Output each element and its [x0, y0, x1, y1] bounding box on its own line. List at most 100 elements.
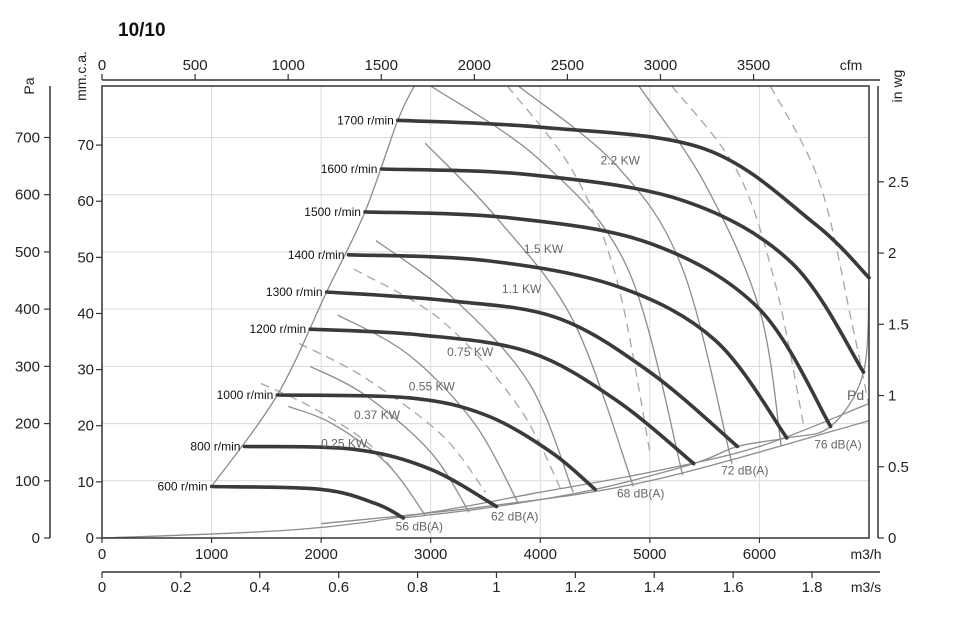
m3s-tick-label: 0.6	[328, 579, 349, 596]
mmca-tick-label: 70	[77, 137, 94, 154]
m3h-tick-label: 1000	[195, 546, 228, 563]
speed-label: 1600 r/min	[321, 162, 378, 176]
cfm-unit: cfm	[840, 57, 863, 73]
speed-curve	[209, 484, 406, 520]
power-label: 0.75 KW	[447, 345, 494, 359]
cfm-tick-label: 3500	[737, 57, 770, 74]
pa-tick-label: 200	[15, 416, 40, 433]
power-label: 0.37 KW	[354, 408, 401, 422]
inwg-unit: in wg	[889, 70, 905, 103]
m3h-tick-label: 5000	[633, 546, 666, 563]
speed-curve	[324, 290, 740, 449]
power-label: 0.25 KW	[321, 437, 368, 451]
pa-tick-label: 500	[15, 244, 40, 261]
m3h-tick-label: 2000	[304, 546, 337, 563]
speed-label: 1500 r/min	[304, 205, 361, 219]
cfm-tick-label: 3000	[644, 57, 677, 74]
noise-label: 62 dB(A)	[491, 509, 538, 523]
cfm-tick-label: 2000	[458, 57, 491, 74]
m3s-tick-label: 0.8	[407, 579, 428, 596]
efficiency-curve	[638, 86, 782, 447]
speed-label: 1000 r/min	[217, 388, 274, 402]
m3s-unit: m3/s	[851, 579, 881, 595]
inwg-tick-label: 2.5	[888, 174, 909, 191]
speed-curve	[346, 253, 789, 440]
m3s-tick-label: 1	[492, 579, 500, 596]
power-curve-dashed	[353, 268, 563, 493]
m3s-tick-label: 1.8	[802, 579, 823, 596]
m3s-tick-label: 1.4	[644, 579, 665, 596]
m3h-tick-label: 0	[98, 546, 106, 563]
mmca-tick-label: 50	[77, 249, 94, 266]
efficiency-curve	[517, 86, 733, 464]
mmca-tick-label: 0	[86, 530, 94, 547]
noise-label: 72 dB(A)	[721, 463, 768, 477]
power-label: 1.5 KW	[524, 242, 564, 256]
inwg-tick-label: 1	[888, 388, 896, 405]
mmca-unit: mm.c.a.	[73, 51, 89, 101]
speed-label: 1300 r/min	[266, 285, 323, 299]
speed-curves-layer	[209, 118, 871, 520]
cfm-tick-label: 500	[183, 57, 208, 74]
m3s-tick-label: 1.6	[723, 579, 744, 596]
axes-layer	[44, 74, 884, 578]
pa-tick-label: 0	[32, 530, 40, 547]
mmca-tick-label: 40	[77, 305, 94, 322]
mmca-tick-label: 20	[77, 418, 94, 435]
speed-curve	[242, 444, 499, 509]
efficiency-curve	[430, 86, 684, 476]
cfm-tick-label: 1500	[365, 57, 398, 74]
speed-label: 1200 r/min	[249, 322, 306, 336]
m3h-tick-label: 6000	[743, 546, 776, 563]
inwg-tick-label: 1.5	[888, 316, 909, 333]
m3s-tick-label: 0.4	[249, 579, 270, 596]
pa-tick-label: 600	[15, 187, 40, 204]
inwg-tick-label: 0	[888, 530, 896, 547]
power-label: 0.55 KW	[409, 379, 456, 393]
pa-unit: Pa	[21, 77, 37, 94]
speed-label: 1400 r/min	[288, 248, 345, 262]
power-label: 1.1 KW	[502, 282, 542, 296]
speed-label: 600 r/min	[158, 480, 208, 494]
pa-tick-label: 700	[15, 129, 40, 146]
mmca-tick-label: 30	[77, 362, 94, 379]
noise-label: 56 dB(A)	[396, 520, 443, 534]
m3s-tick-label: 0	[98, 579, 106, 596]
m3h-unit: m3/h	[850, 546, 881, 562]
pa-tick-label: 100	[15, 473, 40, 490]
speed-label: 1700 r/min	[337, 113, 394, 127]
speed-curve	[396, 118, 871, 280]
speed-curve	[275, 393, 597, 492]
noise-label: 68 dB(A)	[617, 486, 664, 500]
speed-label: 800 r/min	[190, 439, 240, 453]
speed-curve	[363, 210, 833, 429]
m3h-tick-label: 3000	[414, 546, 447, 563]
cfm-tick-label: 2500	[551, 57, 584, 74]
power-label: 2.2 KW	[601, 153, 641, 167]
mmca-tick-label: 10	[77, 474, 94, 491]
speed-curve	[308, 327, 696, 466]
pa-tick-label: 300	[15, 358, 40, 375]
efficiency-curve	[375, 239, 574, 493]
power-curve-dashed	[671, 86, 804, 424]
cfm-tick-label: 1000	[271, 57, 304, 74]
plot-frame	[101, 85, 870, 539]
noise-label: 76 dB(A)	[814, 438, 861, 452]
pa-tick-label: 400	[15, 301, 40, 318]
efficiency-curve	[424, 142, 635, 487]
efficiency-curve	[288, 405, 426, 516]
m3h-tick-label: 4000	[524, 546, 557, 563]
power-curve-dashed	[298, 342, 487, 493]
pd-curve	[102, 402, 869, 538]
mmca-tick-label: 60	[77, 193, 94, 210]
envelope-bottom	[403, 277, 869, 519]
inwg-tick-label: 2	[888, 245, 896, 262]
m3s-tick-label: 0.2	[170, 579, 191, 596]
efficiency-curve	[309, 365, 470, 513]
chart-title: 10/10	[118, 20, 166, 41]
cfm-tick-label: 0	[98, 57, 106, 74]
m3s-tick-label: 1.2	[565, 579, 586, 596]
speed-curve	[379, 167, 866, 374]
